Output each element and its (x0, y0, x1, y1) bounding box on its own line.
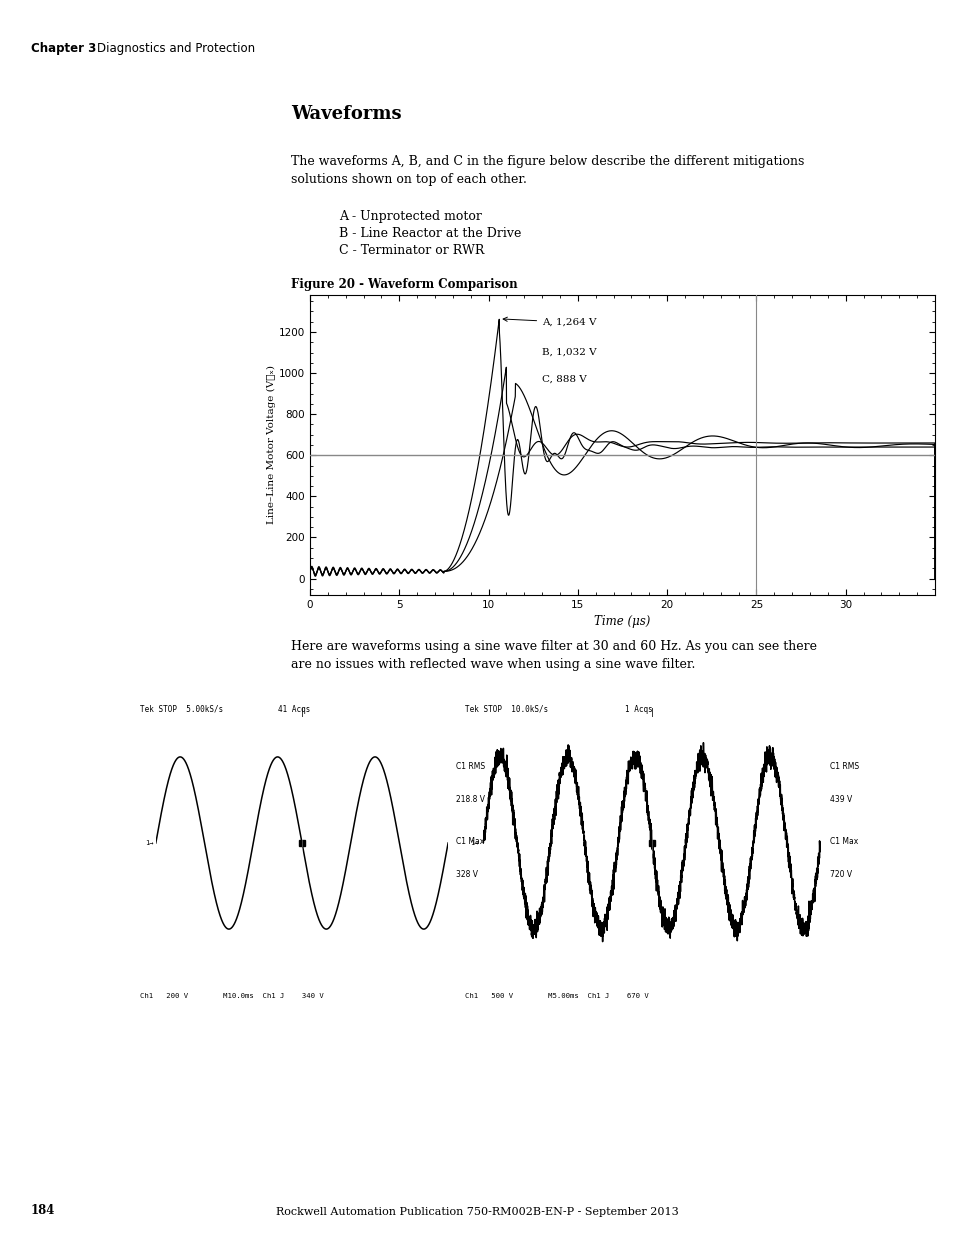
Text: A, 1,264 V: A, 1,264 V (502, 317, 596, 327)
Text: Ch1   200 V        M10.0ms  Ch1 J    340 V: Ch1 200 V M10.0ms Ch1 J 340 V (140, 993, 323, 999)
Text: 328 V: 328 V (456, 869, 477, 879)
Text: C1 Max: C1 Max (456, 837, 484, 846)
Text: Rockwell Automation Publication 750-RM002B-EN-P - September 2013: Rockwell Automation Publication 750-RM00… (275, 1207, 678, 1216)
Text: solutions shown on top of each other.: solutions shown on top of each other. (291, 173, 526, 186)
Y-axis label: Line–Line Motor Voltage (V⁐ₓ): Line–Line Motor Voltage (V⁐ₓ) (267, 366, 275, 525)
Text: Ch1   500 V        M5.00ms  Ch1 J    670 V: Ch1 500 V M5.00ms Ch1 J 670 V (464, 993, 648, 999)
Text: 1→: 1→ (469, 840, 477, 846)
Text: 1 Acqs: 1 Acqs (624, 705, 652, 714)
Text: C - Terminator or RWR: C - Terminator or RWR (338, 245, 483, 257)
Text: Figure 20 - Waveform Comparison: Figure 20 - Waveform Comparison (291, 278, 517, 291)
Text: Here are waveforms using a sine wave filter at 30 and 60 Hz. As you can see ther: Here are waveforms using a sine wave fil… (291, 640, 816, 653)
Text: Tek STOP  5.00kS/s: Tek STOP 5.00kS/s (140, 705, 223, 714)
Text: 218.8 V: 218.8 V (456, 795, 484, 804)
Text: Waveforms: Waveforms (291, 105, 401, 124)
Text: C1 RMS: C1 RMS (456, 762, 485, 771)
Text: C1 RMS: C1 RMS (829, 762, 858, 771)
Text: Diagnostics and Protection: Diagnostics and Protection (82, 42, 254, 56)
Text: |: | (299, 708, 304, 718)
Text: C, 888 V: C, 888 V (541, 374, 586, 383)
Text: Tek STOP  10.0kS/s: Tek STOP 10.0kS/s (464, 705, 548, 714)
Text: B - Line Reactor at the Drive: B - Line Reactor at the Drive (338, 227, 520, 240)
X-axis label: Time (μs): Time (μs) (594, 615, 650, 629)
Text: 720 V: 720 V (829, 869, 851, 879)
Text: Chapter 3: Chapter 3 (30, 42, 95, 56)
Text: Ch1: Ch1 (473, 981, 484, 986)
Text: Ch1: Ch1 (148, 981, 159, 986)
Text: A - Unprotected motor: A - Unprotected motor (338, 210, 481, 224)
Text: 41 Acqs: 41 Acqs (278, 705, 311, 714)
Text: 439 V: 439 V (829, 795, 851, 804)
Text: 184: 184 (30, 1204, 55, 1216)
Text: C1 Max: C1 Max (829, 837, 857, 846)
Text: |: | (649, 708, 654, 718)
Text: The waveforms A, B, and C in the figure below describe the different mitigations: The waveforms A, B, and C in the figure … (291, 156, 803, 168)
Text: 1→: 1→ (145, 840, 153, 846)
Text: are no issues with reflected wave when using a sine wave filter.: are no issues with reflected wave when u… (291, 658, 695, 671)
Text: B, 1,032 V: B, 1,032 V (541, 347, 597, 357)
